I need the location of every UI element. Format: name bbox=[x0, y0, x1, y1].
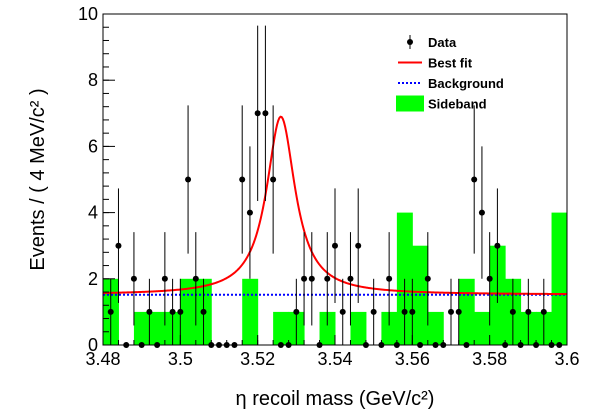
data-point bbox=[177, 308, 184, 315]
data-point bbox=[509, 308, 516, 315]
sideband-bar bbox=[474, 311, 491, 345]
x-axis-label: η recoil mass (GeV/c²) bbox=[236, 388, 435, 410]
sideband-bar bbox=[273, 311, 290, 345]
x-tick-label: 3.6 bbox=[554, 349, 579, 369]
data-point bbox=[525, 308, 532, 315]
data-point bbox=[308, 275, 315, 282]
y-tick-label: 0 bbox=[88, 335, 98, 355]
data-points bbox=[107, 25, 563, 348]
sideband-bar bbox=[427, 311, 444, 345]
data-point bbox=[239, 176, 246, 183]
data-point bbox=[339, 308, 346, 315]
data-point bbox=[192, 275, 199, 282]
x-tick-label: 3.5 bbox=[168, 349, 193, 369]
x-tick-label: 3.58 bbox=[472, 349, 507, 369]
legend-label: Best fit bbox=[428, 56, 473, 71]
sideband-bar bbox=[458, 278, 475, 345]
data-point bbox=[370, 308, 377, 315]
data-point bbox=[146, 308, 153, 315]
data-point bbox=[246, 209, 253, 216]
sideband-bar bbox=[350, 311, 367, 345]
sideband-bar bbox=[242, 278, 259, 345]
legend-label: Data bbox=[428, 35, 457, 50]
data-point bbox=[293, 308, 300, 315]
legend-label: Background bbox=[428, 76, 504, 91]
sideband-bar bbox=[319, 311, 336, 345]
axis-ticks: 3.48 3.5 3.52 3.54 3.56 3.58 3.6 0 2 4 6 8 10 bbox=[78, 4, 580, 369]
data-point bbox=[301, 275, 308, 282]
y-tick-label: 4 bbox=[88, 203, 98, 223]
data-point bbox=[270, 176, 277, 183]
data-point bbox=[448, 308, 454, 315]
x-tick-label: 3.48 bbox=[85, 349, 120, 369]
data-point bbox=[355, 242, 362, 249]
x-tick-label: 3.52 bbox=[240, 349, 275, 369]
data-point bbox=[324, 275, 331, 282]
data-point bbox=[254, 110, 261, 117]
y-tick-label: 2 bbox=[88, 269, 98, 289]
data-point bbox=[262, 110, 269, 117]
data-point bbox=[332, 242, 338, 249]
data-point bbox=[455, 308, 462, 315]
legend-label: Sideband bbox=[428, 97, 487, 112]
data-point bbox=[494, 242, 501, 249]
data-point bbox=[161, 275, 168, 282]
data-point bbox=[185, 176, 192, 183]
y-tick-label: 8 bbox=[88, 70, 98, 90]
sideband-bar bbox=[133, 311, 150, 345]
data-point bbox=[478, 209, 485, 216]
data-point bbox=[347, 275, 354, 282]
data-point bbox=[169, 308, 176, 315]
legend-sideband-box bbox=[396, 95, 424, 112]
data-point bbox=[401, 308, 408, 315]
x-tick-label: 3.56 bbox=[395, 349, 430, 369]
data-point bbox=[424, 275, 431, 282]
y-tick-label: 6 bbox=[88, 136, 98, 156]
sideband-bar bbox=[551, 212, 568, 345]
data-point bbox=[130, 275, 137, 282]
legend: Data Best fit Background Sideband bbox=[396, 35, 504, 112]
data-point bbox=[471, 176, 478, 183]
y-axis-label: Events / ( 4 MeV/c² ) bbox=[27, 88, 49, 270]
x-tick-label: 3.54 bbox=[317, 349, 352, 369]
data-point bbox=[540, 308, 547, 315]
legend-data-marker bbox=[407, 39, 413, 45]
data-point bbox=[409, 308, 416, 315]
data-point bbox=[200, 308, 207, 315]
data-point bbox=[486, 275, 493, 282]
data-point bbox=[107, 308, 114, 315]
sideband-bar bbox=[381, 311, 398, 345]
data-point bbox=[386, 275, 393, 282]
data-point bbox=[115, 242, 122, 249]
y-tick-label: 10 bbox=[78, 4, 98, 24]
sideband-bar bbox=[149, 311, 166, 345]
